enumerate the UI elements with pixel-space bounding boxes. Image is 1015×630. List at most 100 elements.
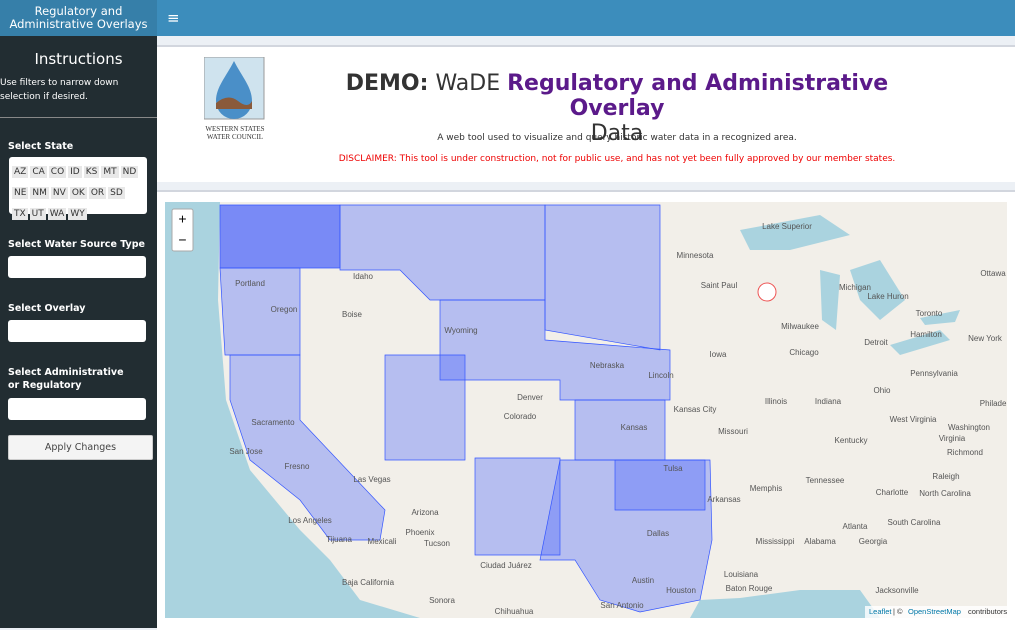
state-chip[interactable]: OR: [88, 187, 107, 199]
state-chip[interactable]: TX: [12, 208, 28, 220]
map-label: Nebraska: [590, 361, 625, 370]
map-label: Tulsa: [663, 464, 683, 473]
map-label: Sacramento: [251, 418, 295, 427]
map-label: Houston: [666, 586, 696, 595]
map-label: Ciudad Juárez: [480, 561, 532, 570]
map-label: Colorado: [504, 412, 537, 421]
admin-select[interactable]: [8, 398, 146, 420]
map-label: Chicago: [789, 348, 819, 357]
zoom-out[interactable]: −: [178, 232, 186, 248]
map-label: West Virginia: [890, 415, 937, 424]
map-label: Philadel: [980, 399, 1007, 408]
map-label: Dallas: [647, 529, 669, 538]
map-label: Minnesota: [677, 251, 714, 260]
map-label: Richmond: [947, 448, 983, 457]
map-label: Austin: [632, 576, 654, 585]
map-label: Charlotte: [876, 488, 909, 497]
state-chip[interactable]: WA: [47, 208, 67, 220]
map-label: Michigan: [839, 283, 871, 292]
map-label: Wyoming: [444, 326, 477, 335]
map-label: North Carolina: [919, 489, 971, 498]
state-chip[interactable]: MT: [101, 166, 119, 178]
state-chip[interactable]: WY: [68, 208, 87, 220]
map-label: Lake Huron: [867, 292, 908, 301]
map-label: Illinois: [765, 397, 787, 406]
logo: [204, 57, 265, 120]
overlay-label: Select Overlay: [8, 303, 86, 314]
title: DEMO: WaDE Regulatory and Administrative…: [307, 71, 927, 146]
state-chip[interactable]: CA: [30, 166, 47, 178]
map-label: Mexicali: [368, 537, 397, 546]
map-label: Atlanta: [843, 522, 868, 531]
map-label: San Jose: [229, 447, 263, 456]
state-chip[interactable]: OK: [69, 187, 87, 199]
map-label: Alabama: [804, 537, 836, 546]
state-chip[interactable]: ID: [68, 166, 82, 178]
state-label: Select State: [8, 141, 74, 152]
map-label: Idaho: [353, 272, 374, 281]
map-label: Raleigh: [932, 472, 959, 481]
zoom-in[interactable]: +: [178, 211, 186, 227]
brand-text: Regulatory and Administrative Overlays: [9, 4, 148, 31]
sidebar: Regulatory and Administrative Overlays I…: [0, 0, 157, 628]
map-label: Hamilton: [910, 330, 942, 339]
map-label: Denver: [517, 393, 543, 402]
logo-text: WESTERN STATES WATER COUNCIL: [205, 125, 265, 141]
map-label: Fresno: [285, 462, 310, 471]
map-label: Tennessee: [806, 476, 845, 485]
menu-toggle[interactable]: ≡: [167, 9, 180, 27]
map-label: Arkansas: [707, 495, 740, 504]
state-chip[interactable]: UT: [29, 208, 46, 220]
attr-osm[interactable]: OpenStreetMap: [908, 607, 961, 616]
header-box: WESTERN STATES WATER COUNCIL DEMO: WaDE …: [157, 45, 1015, 182]
state-chip[interactable]: NV: [50, 187, 68, 199]
map-label: Baton Rouge: [726, 584, 773, 593]
map-label: Memphis: [750, 484, 782, 493]
state-chip[interactable]: NM: [30, 187, 49, 199]
apply-button[interactable]: Apply Changes: [8, 435, 153, 460]
map-label: Toronto: [916, 309, 943, 318]
map-label: Tijuana: [326, 535, 352, 544]
map-label: Kentucky: [835, 436, 868, 445]
map-label: Tucson: [424, 539, 450, 548]
map-label: Milwaukee: [781, 322, 819, 331]
map-label: Kansas: [621, 423, 648, 432]
map-label: Arizona: [411, 508, 439, 517]
title-wade: WaDE: [435, 71, 501, 96]
map-label: Washington: [948, 423, 990, 432]
map-label: Detroit: [864, 338, 888, 347]
state-chip[interactable]: CO: [48, 166, 67, 178]
map-label: Portland: [235, 279, 265, 288]
map-label: Ottawa: [980, 269, 1006, 278]
subtitle: A web tool used to visualize and query h…: [437, 133, 797, 143]
map-label: Kansas City: [674, 405, 717, 414]
water-source-select[interactable]: [8, 256, 146, 278]
brand[interactable]: Regulatory and Administrative Overlays: [0, 0, 157, 36]
map-label: Lake Superior: [762, 222, 812, 231]
attr-leaflet[interactable]: Leaflet: [869, 607, 892, 616]
map-label: San Antonio: [600, 601, 644, 610]
state-chip[interactable]: NE: [12, 187, 29, 199]
map-label: Indiana: [815, 397, 842, 406]
state-chip[interactable]: KS: [83, 166, 100, 178]
state-chip[interactable]: AZ: [12, 166, 29, 178]
map[interactable]: Portland Boise Idaho Oregon Wyoming Denver Col…: [165, 202, 1007, 618]
map-label: Phoenix: [406, 528, 435, 537]
state-chip[interactable]: SD: [108, 187, 125, 199]
map-label: Jacksonville: [875, 586, 919, 595]
title-emph: Regulatory and Administrative Overlay: [507, 71, 889, 121]
attr-sep: | ©: [893, 607, 903, 616]
map-label: Baja California: [342, 578, 395, 587]
map-label: Louisiana: [724, 570, 759, 579]
state-chip[interactable]: ND: [120, 166, 139, 178]
map-label: Boise: [342, 310, 363, 319]
map-label: Ohio: [874, 386, 891, 395]
map-label: Mississippi: [756, 537, 795, 546]
overlay-select[interactable]: [8, 320, 146, 342]
title-demo: DEMO:: [345, 71, 429, 96]
state-select[interactable]: AZ CA CO ID KS MT ND NE NM NV OK OR SD TX UT WA WY: [9, 157, 147, 220]
title-tail: Data: [590, 121, 644, 146]
water-source-label: Select Water Source Type: [8, 239, 145, 250]
map-label: Missouri: [718, 427, 748, 436]
